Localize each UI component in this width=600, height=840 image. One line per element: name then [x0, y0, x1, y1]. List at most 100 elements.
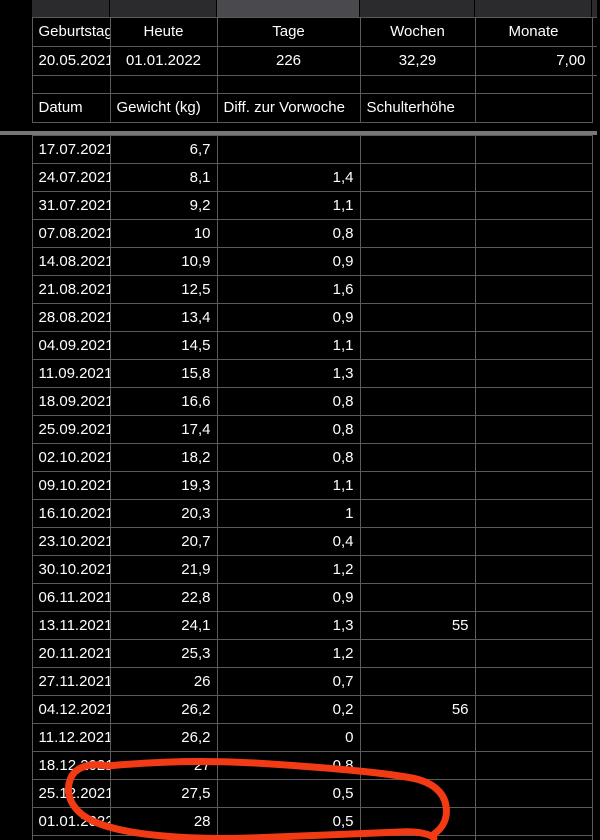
cell-gewicht[interactable]: 25,3 — [109, 639, 218, 668]
cell-diff[interactable]: 0,9 — [216, 303, 361, 332]
cell-schulterhoehe[interactable] — [359, 807, 476, 836]
cell-gewicht[interactable]: 10,9 — [109, 247, 218, 276]
cell-gewicht[interactable]: 26,2 — [109, 723, 218, 752]
cell-datum[interactable]: 25.12.2021 — [31, 779, 111, 808]
cell-diff[interactable]: 0,8 — [216, 751, 361, 780]
cell-empty[interactable] — [474, 471, 593, 500]
cell-schulterhoehe[interactable] — [359, 331, 476, 360]
cell-schulterhoehe[interactable] — [359, 219, 476, 248]
cell-overflow[interactable] — [592, 555, 600, 584]
cell-empty[interactable] — [474, 695, 593, 724]
cell-diff[interactable]: 0,5 — [216, 807, 361, 836]
cell-diff[interactable]: 1 — [216, 499, 361, 528]
cell-gewicht[interactable]: 16,6 — [109, 387, 218, 416]
cell-empty[interactable] — [474, 499, 593, 528]
column-header-c-selected[interactable] — [217, 0, 360, 17]
row-gutter[interactable] — [0, 583, 32, 612]
cell-datum[interactable]: 11.09.2021 — [31, 359, 111, 388]
cell-overflow[interactable] — [592, 303, 600, 332]
header-schulterhoehe[interactable]: Schulterhöhe — [359, 93, 476, 123]
cell-datum[interactable]: 04.12.2021 — [31, 695, 111, 724]
cell-empty[interactable] — [474, 751, 593, 780]
cell-schulterhoehe[interactable] — [359, 471, 476, 500]
row-gutter[interactable] — [0, 527, 32, 556]
summary-header-monate[interactable]: Monate — [474, 17, 593, 47]
cell-empty[interactable] — [474, 443, 593, 472]
cell-schulterhoehe[interactable] — [359, 779, 476, 808]
row-gutter[interactable] — [0, 443, 32, 472]
cell-gewicht[interactable]: 21,9 — [109, 555, 218, 584]
cell-gewicht[interactable]: 26 — [109, 667, 218, 696]
cell-overflow[interactable] — [592, 471, 600, 500]
cell-empty[interactable] — [474, 527, 593, 556]
row-gutter[interactable] — [0, 639, 32, 668]
cell-empty[interactable] — [474, 247, 593, 276]
row-gutter[interactable] — [0, 555, 32, 584]
cell-empty[interactable] — [474, 779, 593, 808]
row-gutter[interactable] — [0, 611, 32, 640]
cell-gewicht[interactable]: 22,8 — [109, 583, 218, 612]
cell-diff[interactable]: 0,9 — [216, 583, 361, 612]
cell-overflow[interactable] — [592, 695, 600, 724]
cell-diff[interactable]: 0,4 — [216, 527, 361, 556]
cell-schulterhoehe[interactable] — [359, 835, 476, 840]
row-gutter[interactable] — [0, 387, 32, 416]
cell-diff[interactable]: 1,4 — [216, 163, 361, 192]
cell-overflow[interactable] — [592, 443, 600, 472]
cell-overflow[interactable] — [592, 191, 600, 220]
spacer-cell-e[interactable] — [474, 75, 593, 94]
cell-empty[interactable] — [474, 555, 593, 584]
cell-diff[interactable]: 0,8 — [216, 219, 361, 248]
cell-schulterhoehe[interactable] — [359, 247, 476, 276]
summary-value-heute[interactable]: 01.01.2022 — [109, 46, 218, 76]
summary-header-geburtstag[interactable]: Geburtstag — [31, 17, 111, 47]
cell-schulterhoehe[interactable] — [359, 415, 476, 444]
cell-overflow[interactable] — [592, 219, 600, 248]
cell-datum[interactable]: 23.10.2021 — [31, 527, 111, 556]
cell-schulterhoehe[interactable] — [359, 639, 476, 668]
cell-gewicht[interactable]: 6,7 — [109, 135, 218, 164]
cell-datum[interactable]: 08.01.2022 — [31, 835, 111, 840]
cell-diff[interactable]: 0,9 — [216, 247, 361, 276]
cell-diff[interactable] — [216, 135, 361, 164]
cell-diff[interactable]: 0,8 — [216, 443, 361, 472]
row-gutter[interactable] — [0, 779, 32, 808]
cell-datum[interactable]: 31.07.2021 — [31, 191, 111, 220]
cell-gewicht[interactable]: 24,1 — [109, 611, 218, 640]
cell-diff[interactable]: 0,5 — [216, 779, 361, 808]
cell-schulterhoehe[interactable] — [359, 499, 476, 528]
spacer-cell-b[interactable] — [109, 75, 218, 94]
cell-empty[interactable] — [474, 359, 593, 388]
spacer-cell-d[interactable] — [359, 75, 476, 94]
header-overflow[interactable] — [592, 93, 600, 123]
cell-empty[interactable] — [474, 583, 593, 612]
cell-datum[interactable]: 20.11.2021 — [31, 639, 111, 668]
corner-header-cell[interactable] — [0, 0, 32, 17]
cell-gewicht[interactable]: 26,2 — [109, 695, 218, 724]
spacer-cell-f[interactable] — [592, 75, 600, 94]
cell-overflow[interactable] — [592, 331, 600, 360]
cell-gewicht[interactable]: 14,5 — [109, 331, 218, 360]
summary-value-geburtstag[interactable]: 20.05.2021 — [31, 46, 111, 76]
row-gutter[interactable] — [0, 751, 32, 780]
cell-datum[interactable]: 04.09.2021 — [31, 331, 111, 360]
row-gutter[interactable] — [0, 93, 32, 123]
cell-empty[interactable] — [474, 835, 593, 840]
cell-empty[interactable] — [474, 667, 593, 696]
cell-overflow[interactable] — [592, 499, 600, 528]
cell-diff[interactable]: 0,8 — [216, 387, 361, 416]
cell-diff[interactable]: 1,3 — [216, 611, 361, 640]
cell-overflow[interactable] — [592, 163, 600, 192]
summary-value-monate[interactable]: 7,00 — [474, 46, 593, 76]
cell-schulterhoehe[interactable] — [359, 667, 476, 696]
cell-schulterhoehe[interactable] — [359, 723, 476, 752]
cell-gewicht[interactable]: 10 — [109, 219, 218, 248]
row-gutter[interactable] — [0, 303, 32, 332]
cell-diff[interactable]: 1,6 — [216, 275, 361, 304]
header-gewicht[interactable]: Gewicht (kg) — [109, 93, 218, 123]
row-gutter[interactable] — [0, 667, 32, 696]
row-gutter[interactable] — [0, 135, 32, 164]
cell-datum[interactable]: 11.12.2021 — [31, 723, 111, 752]
cell-diff[interactable] — [216, 835, 361, 840]
summary-value-tage[interactable]: 226 — [216, 46, 361, 76]
